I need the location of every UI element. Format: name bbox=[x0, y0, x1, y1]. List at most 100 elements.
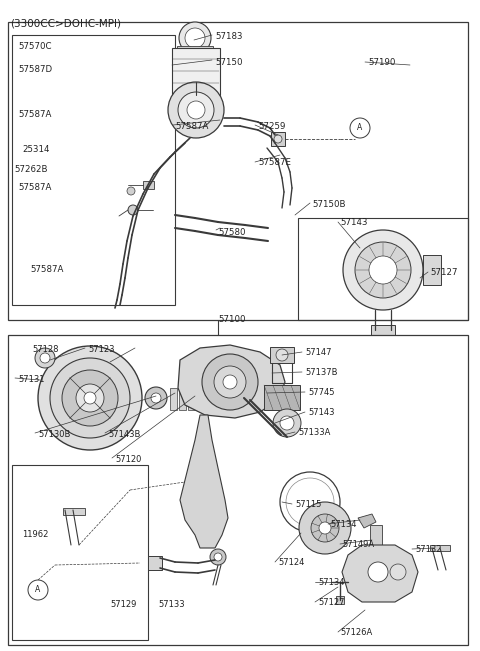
Polygon shape bbox=[180, 415, 228, 548]
Bar bbox=[8, 335, 468, 645]
Bar bbox=[179, 388, 186, 410]
Bar bbox=[172, 48, 220, 95]
Text: 57587A: 57587A bbox=[175, 122, 208, 131]
Circle shape bbox=[214, 366, 246, 398]
Bar bbox=[264, 385, 300, 410]
Text: 57131: 57131 bbox=[18, 375, 45, 384]
Bar bbox=[215, 388, 222, 410]
Text: 57134: 57134 bbox=[330, 520, 357, 529]
Circle shape bbox=[273, 409, 301, 437]
Bar bbox=[298, 218, 468, 320]
Bar bbox=[270, 347, 294, 363]
Text: A: A bbox=[36, 585, 41, 594]
Bar bbox=[336, 596, 344, 604]
Text: 57124: 57124 bbox=[278, 558, 304, 567]
Bar bbox=[271, 132, 285, 146]
Circle shape bbox=[50, 358, 130, 438]
Bar bbox=[12, 35, 175, 305]
Circle shape bbox=[311, 514, 339, 542]
Circle shape bbox=[214, 553, 222, 561]
Text: 57745: 57745 bbox=[308, 388, 335, 397]
Text: 57262B: 57262B bbox=[14, 165, 48, 174]
Bar bbox=[188, 388, 195, 410]
Circle shape bbox=[179, 22, 211, 54]
Circle shape bbox=[28, 580, 48, 600]
Text: 57129: 57129 bbox=[110, 600, 136, 609]
Circle shape bbox=[35, 348, 55, 368]
Circle shape bbox=[355, 242, 411, 298]
Text: 57587A: 57587A bbox=[30, 265, 63, 274]
Bar bbox=[423, 255, 441, 285]
Text: 57100: 57100 bbox=[218, 315, 245, 324]
Circle shape bbox=[202, 354, 258, 410]
Text: 57128: 57128 bbox=[32, 345, 59, 354]
Circle shape bbox=[76, 384, 104, 412]
Text: 57183: 57183 bbox=[215, 32, 242, 41]
Bar bbox=[143, 181, 154, 189]
Text: 57133: 57133 bbox=[158, 600, 185, 609]
Text: 57150: 57150 bbox=[215, 58, 242, 67]
Text: 57134: 57134 bbox=[318, 578, 345, 587]
Text: 57133A: 57133A bbox=[298, 428, 330, 437]
Circle shape bbox=[280, 416, 294, 430]
Circle shape bbox=[368, 562, 388, 582]
Bar bbox=[170, 388, 177, 410]
Text: 57587E: 57587E bbox=[258, 158, 291, 167]
Circle shape bbox=[210, 549, 226, 565]
Polygon shape bbox=[342, 545, 418, 602]
Text: 57127: 57127 bbox=[318, 598, 345, 607]
Circle shape bbox=[40, 353, 50, 363]
Circle shape bbox=[187, 101, 205, 119]
Text: 57126A: 57126A bbox=[340, 628, 372, 637]
Text: 57190: 57190 bbox=[368, 58, 396, 67]
Circle shape bbox=[274, 135, 282, 143]
Text: 57132: 57132 bbox=[415, 545, 442, 554]
Text: 57570C: 57570C bbox=[18, 42, 51, 51]
Circle shape bbox=[127, 187, 135, 195]
Circle shape bbox=[299, 502, 351, 554]
Text: 57130B: 57130B bbox=[38, 430, 71, 439]
Circle shape bbox=[350, 118, 370, 138]
Text: 57127: 57127 bbox=[430, 268, 457, 277]
Circle shape bbox=[369, 256, 397, 284]
Circle shape bbox=[185, 28, 205, 48]
Bar bbox=[63, 508, 85, 515]
Text: 57587A: 57587A bbox=[18, 110, 51, 119]
Circle shape bbox=[168, 82, 224, 138]
Bar bbox=[371, 325, 395, 335]
Circle shape bbox=[84, 392, 96, 404]
Text: 57149A: 57149A bbox=[342, 540, 374, 549]
Bar bbox=[177, 46, 213, 53]
Text: (3300CC>DOHC-MPI): (3300CC>DOHC-MPI) bbox=[10, 18, 121, 28]
Text: 57587A: 57587A bbox=[18, 183, 51, 192]
Bar bbox=[370, 525, 382, 553]
Text: 57123: 57123 bbox=[88, 345, 115, 354]
Text: 57143: 57143 bbox=[340, 218, 368, 227]
Text: 57137B: 57137B bbox=[305, 368, 337, 377]
Circle shape bbox=[62, 370, 118, 426]
Text: 57580: 57580 bbox=[218, 228, 245, 237]
Text: 57147: 57147 bbox=[305, 348, 332, 357]
Text: 57115: 57115 bbox=[295, 500, 322, 509]
Circle shape bbox=[151, 393, 161, 403]
Text: 25314: 25314 bbox=[22, 145, 49, 154]
Text: 57143B: 57143B bbox=[108, 430, 140, 439]
Circle shape bbox=[178, 92, 214, 128]
Circle shape bbox=[128, 205, 138, 215]
Text: 57120: 57120 bbox=[115, 455, 142, 464]
Text: 57259: 57259 bbox=[258, 122, 286, 131]
Circle shape bbox=[38, 346, 142, 450]
Circle shape bbox=[319, 522, 331, 534]
Text: 57143: 57143 bbox=[308, 408, 335, 417]
Bar bbox=[197, 388, 204, 410]
Bar bbox=[206, 388, 213, 410]
Polygon shape bbox=[178, 345, 285, 418]
Bar bbox=[12, 465, 148, 640]
Text: 11962: 11962 bbox=[22, 530, 48, 539]
Text: 57587D: 57587D bbox=[18, 65, 52, 74]
Polygon shape bbox=[358, 514, 376, 528]
Circle shape bbox=[145, 387, 167, 409]
Circle shape bbox=[343, 230, 423, 310]
Circle shape bbox=[276, 349, 288, 361]
Bar bbox=[8, 22, 468, 320]
